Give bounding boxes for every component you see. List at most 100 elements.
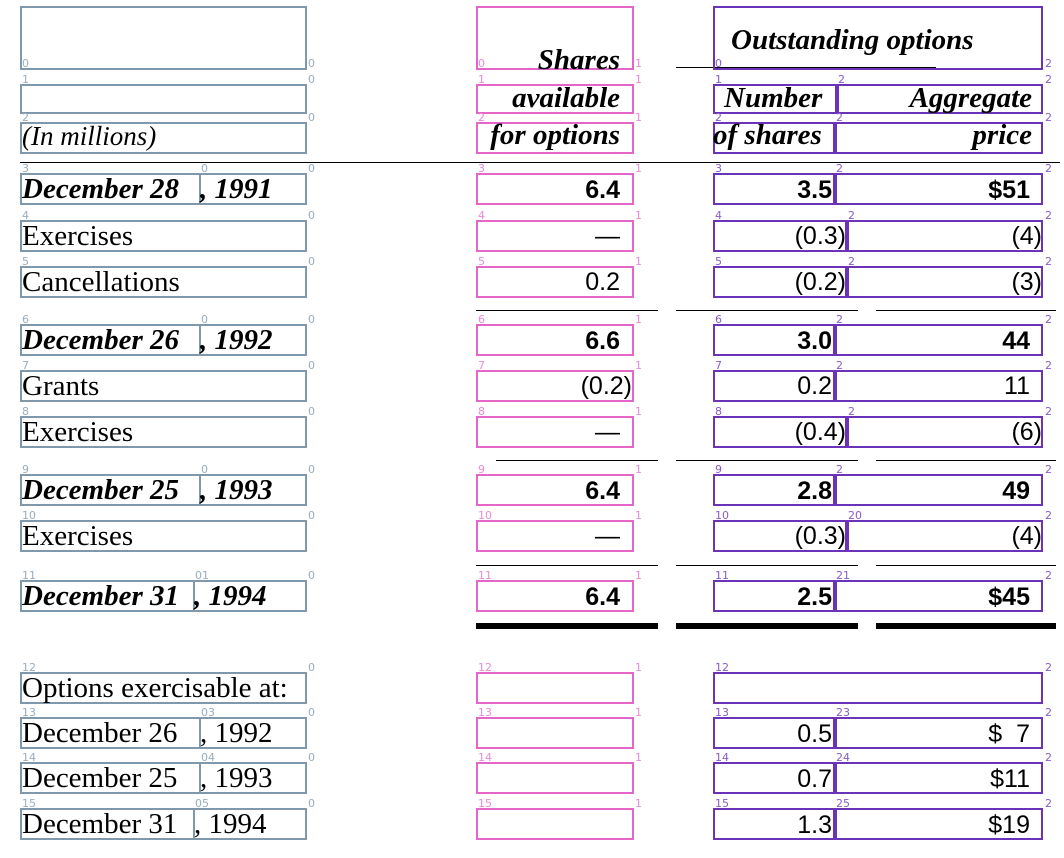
cell-c0-r10 [20, 520, 307, 552]
row-index-c0: 11 [22, 569, 36, 582]
row-label: December 31 [22, 580, 180, 612]
split-index-c0: 0 [201, 162, 208, 175]
exercisable-number: 0.5 [797, 720, 832, 748]
cell-c1-r9 [476, 474, 634, 506]
cell-c0-r3 [20, 173, 307, 205]
row-index-c2: 2 [715, 111, 722, 124]
shares-value: 0.2 [585, 268, 620, 296]
row-index-c0: 2 [22, 111, 29, 124]
col-index-c1: 1 [635, 57, 642, 70]
cell-c1-r11 [476, 580, 634, 612]
cell-c1-r6 [476, 324, 634, 356]
col-index-c2: 2 [1045, 313, 1052, 326]
cell-c1-r14 [476, 762, 634, 794]
cell-c2-r2a [713, 122, 835, 154]
shares-value: (0.2) [580, 372, 632, 400]
row-index-c1: 12 [478, 661, 492, 674]
col-index-c1: 1 [635, 463, 642, 476]
exercisable-price: $19 [988, 811, 1030, 839]
row-index-c1: 4 [478, 209, 485, 222]
cell-c1-r12 [476, 672, 634, 704]
cell-c1-r3 [476, 173, 634, 205]
cell-c0-r7 [20, 370, 307, 402]
shares-heading-3: for options [490, 119, 620, 151]
row-index-c2: 11 [715, 569, 729, 582]
number-heading-1: Number [724, 82, 823, 114]
price-value: $45 [988, 583, 1030, 611]
col-index-c1: 1 [635, 111, 642, 124]
row-label-year: , 1993 [200, 474, 273, 506]
number-value: 2.8 [797, 477, 832, 505]
split-index-c2: 2 [836, 111, 843, 124]
split-index-c2: 20 [848, 509, 862, 522]
shares-value: — [595, 222, 620, 250]
cell-c0-r1 [20, 84, 307, 114]
row-index-c1: 5 [478, 255, 485, 268]
col-index-c2: 2 [1045, 405, 1052, 418]
row-index-c2: 12 [715, 661, 729, 674]
cell-c0-r4 [20, 220, 307, 252]
row-index-c0: 7 [22, 359, 29, 372]
sub-rule-3c [876, 565, 1056, 566]
row-index-c1: 7 [478, 359, 485, 372]
cell-c1-r10 [476, 520, 634, 552]
row-label: December 26 [22, 324, 180, 356]
row-index-c1: 13 [478, 706, 492, 719]
cell-c2-r7b [835, 370, 1043, 402]
cell-c1-r2 [476, 122, 634, 154]
row-index-c1: 3 [478, 162, 485, 175]
col-index-c0: 0 [308, 209, 315, 222]
cell-c0-r14 [20, 762, 307, 794]
row-index-c1: 15 [478, 797, 492, 810]
col-index-c1: 1 [635, 162, 642, 175]
row-index-c2: 5 [715, 255, 722, 268]
row-label: Exercises [22, 416, 134, 448]
sub-rule-1b [676, 310, 858, 311]
cell-c2-r15a [713, 808, 835, 840]
col-index-c2: 2 [1045, 57, 1052, 70]
cell-c0-r6-sub [199, 324, 202, 356]
cell-c2-r4b [847, 220, 1043, 252]
row-index-c2: 7 [715, 359, 722, 372]
cell-c2-r9a [713, 474, 835, 506]
shares-value: 6.4 [585, 477, 620, 505]
price-value: (6) [1011, 418, 1042, 446]
col-index-c2: 2 [1045, 111, 1052, 124]
col-index-c2: 2 [1045, 463, 1052, 476]
col-index-c0: 0 [308, 463, 315, 476]
col-index-c1: 1 [635, 751, 642, 764]
row-index-c1: 2 [478, 111, 485, 124]
cell-c0-r9-sub [199, 474, 202, 506]
cell-c2-r13a [713, 717, 835, 749]
col-index-c0: 0 [308, 797, 315, 810]
col-index-c0: 0 [308, 751, 315, 764]
cell-c1-r8 [476, 416, 634, 448]
col-index-c2: 2 [1045, 569, 1052, 582]
exercisable-label-year: , 1993 [200, 762, 273, 794]
cell-c2-r1a [713, 84, 837, 114]
row-index-c2: 15 [715, 797, 729, 810]
col-index-c2: 2 [1045, 255, 1052, 268]
split-index-c0: 0 [201, 463, 208, 476]
cell-c2-r5a [713, 266, 847, 298]
cell-c2-r11b [835, 580, 1043, 612]
exercisable-label: December 26 [22, 717, 178, 749]
header-rule [20, 162, 1060, 163]
row-index-c0: 1 [22, 73, 29, 86]
row-index-c0: 8 [22, 405, 29, 418]
shares-value: — [595, 522, 620, 550]
row-index-c0: 14 [22, 751, 36, 764]
split-index-c2: 2 [836, 463, 843, 476]
row-index-c2: 3 [715, 162, 722, 175]
exercisable-label: December 25 [22, 762, 178, 794]
row-index-c0: 13 [22, 706, 36, 719]
cell-c0-r12 [20, 672, 307, 704]
row-index-c0: 0 [22, 57, 29, 70]
row-index-c0: 10 [22, 509, 36, 522]
col-index-c2: 2 [1045, 661, 1052, 674]
split-index-c2: 2 [838, 73, 845, 86]
col-index-c2: 2 [1045, 73, 1052, 86]
cell-c2-r8b [847, 416, 1043, 448]
col-index-c1: 1 [635, 209, 642, 222]
col-index-c1: 1 [635, 509, 642, 522]
